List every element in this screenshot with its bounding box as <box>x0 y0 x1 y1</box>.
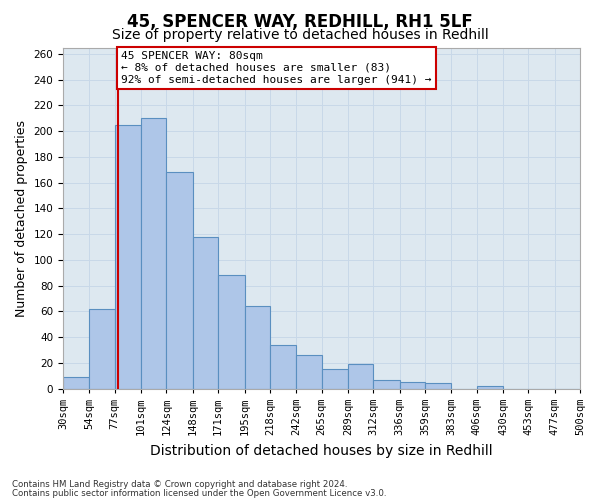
Bar <box>400 382 425 388</box>
Bar <box>373 380 400 388</box>
Text: 45 SPENCER WAY: 80sqm
← 8% of detached houses are smaller (83)
92% of semi-detac: 45 SPENCER WAY: 80sqm ← 8% of detached h… <box>121 52 432 84</box>
Bar <box>218 276 245 388</box>
Bar <box>89 309 115 388</box>
Bar <box>193 236 218 388</box>
Bar <box>115 124 141 388</box>
Text: Contains HM Land Registry data © Crown copyright and database right 2024.: Contains HM Land Registry data © Crown c… <box>12 480 347 489</box>
Text: 45, SPENCER WAY, REDHILL, RH1 5LF: 45, SPENCER WAY, REDHILL, RH1 5LF <box>127 12 473 30</box>
Y-axis label: Number of detached properties: Number of detached properties <box>15 120 28 316</box>
Bar <box>425 384 451 388</box>
Bar <box>296 355 322 388</box>
Bar <box>322 370 348 388</box>
Bar <box>476 386 503 388</box>
X-axis label: Distribution of detached houses by size in Redhill: Distribution of detached houses by size … <box>150 444 493 458</box>
Bar <box>141 118 166 388</box>
Bar <box>245 306 270 388</box>
Bar <box>270 345 296 389</box>
Bar <box>166 172 193 388</box>
Bar <box>63 377 89 388</box>
Bar <box>348 364 373 388</box>
Text: Contains public sector information licensed under the Open Government Licence v3: Contains public sector information licen… <box>12 489 386 498</box>
Text: Size of property relative to detached houses in Redhill: Size of property relative to detached ho… <box>112 28 488 42</box>
